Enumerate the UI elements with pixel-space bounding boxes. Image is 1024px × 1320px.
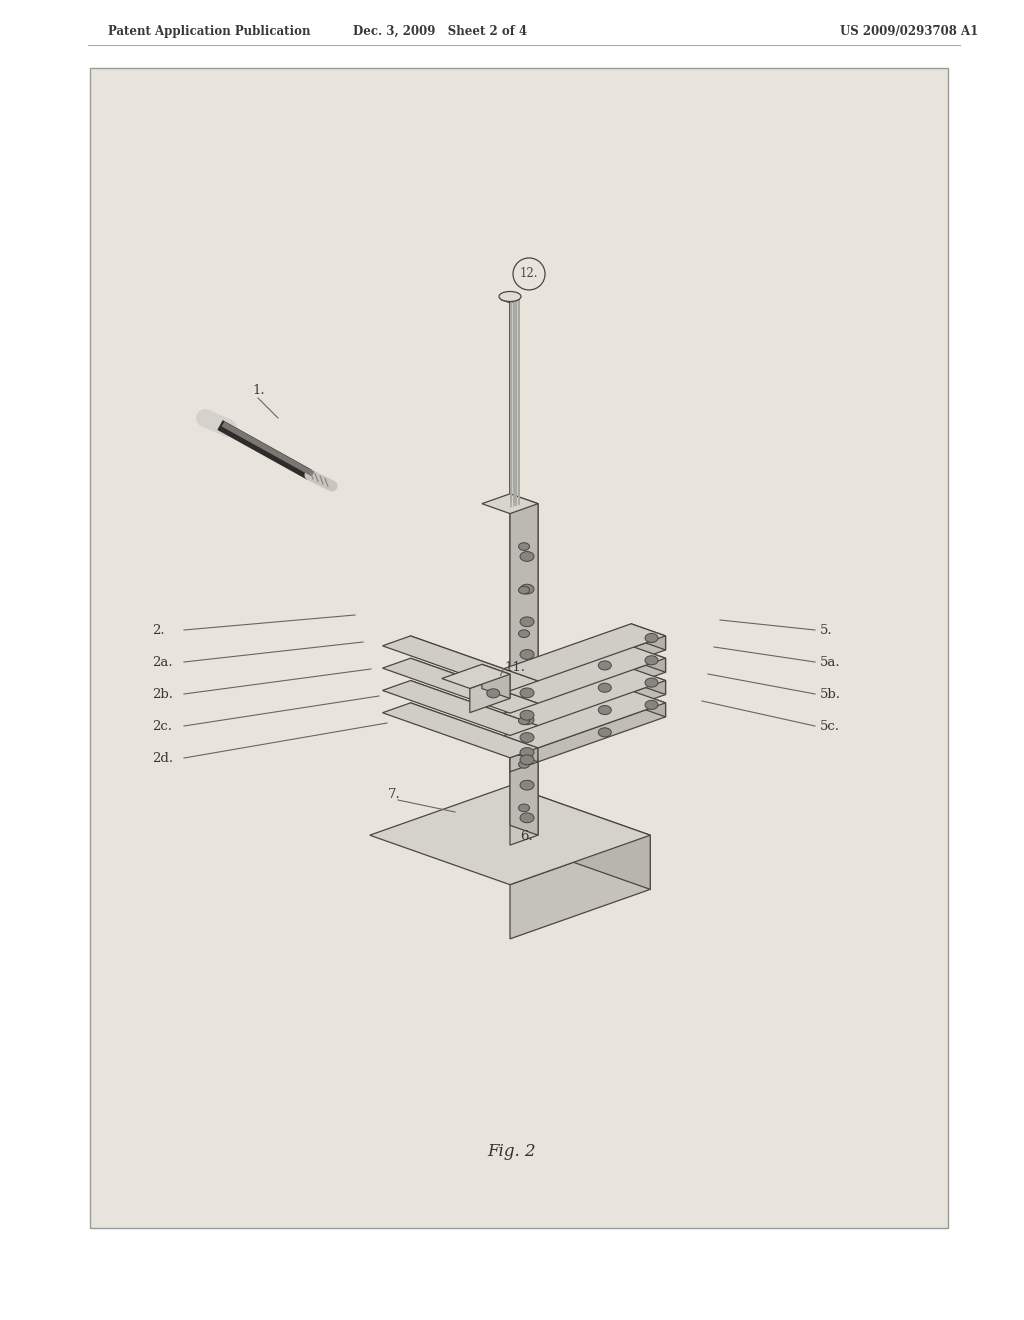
Text: Patent Application Publication: Patent Application Publication: [108, 25, 310, 38]
Text: US 2009/0293708 A1: US 2009/0293708 A1: [840, 25, 978, 38]
Polygon shape: [631, 668, 666, 694]
Text: Dec. 3, 2009   Sheet 2 of 4: Dec. 3, 2009 Sheet 2 of 4: [353, 25, 527, 38]
Polygon shape: [510, 494, 538, 836]
Ellipse shape: [520, 813, 535, 822]
Ellipse shape: [598, 705, 611, 714]
Polygon shape: [383, 636, 538, 690]
Ellipse shape: [598, 727, 611, 737]
Polygon shape: [470, 675, 510, 713]
Ellipse shape: [520, 682, 535, 692]
FancyBboxPatch shape: [90, 69, 948, 1228]
Polygon shape: [411, 702, 538, 762]
Ellipse shape: [518, 760, 529, 768]
Ellipse shape: [520, 747, 535, 758]
Polygon shape: [510, 300, 519, 507]
Ellipse shape: [645, 678, 658, 688]
Polygon shape: [383, 702, 538, 758]
Text: 2d.: 2d.: [152, 751, 173, 764]
Polygon shape: [538, 659, 666, 717]
Polygon shape: [370, 785, 650, 884]
Polygon shape: [538, 681, 666, 739]
Ellipse shape: [520, 733, 535, 742]
Polygon shape: [510, 748, 538, 772]
Polygon shape: [383, 659, 538, 713]
Polygon shape: [538, 636, 666, 694]
Ellipse shape: [518, 543, 529, 550]
Polygon shape: [510, 297, 519, 504]
Text: 6.: 6.: [520, 830, 532, 843]
Ellipse shape: [520, 688, 535, 698]
Text: 2b.: 2b.: [152, 688, 173, 701]
Ellipse shape: [486, 689, 500, 698]
Text: 5a.: 5a.: [820, 656, 841, 668]
Polygon shape: [411, 659, 538, 717]
Ellipse shape: [520, 715, 535, 725]
Polygon shape: [631, 690, 666, 717]
Polygon shape: [631, 624, 666, 649]
Text: 1.: 1.: [252, 384, 264, 396]
Ellipse shape: [645, 656, 658, 665]
Text: 5.: 5.: [820, 623, 833, 636]
Polygon shape: [504, 645, 666, 704]
Text: 2a.: 2a.: [152, 656, 173, 668]
Polygon shape: [504, 624, 666, 681]
Ellipse shape: [518, 804, 529, 812]
Ellipse shape: [520, 780, 535, 791]
Polygon shape: [510, 785, 650, 890]
Ellipse shape: [520, 649, 535, 660]
Polygon shape: [510, 681, 538, 705]
Ellipse shape: [518, 586, 529, 594]
Ellipse shape: [520, 585, 535, 594]
Text: 7.: 7.: [388, 788, 400, 801]
Polygon shape: [482, 494, 538, 513]
Polygon shape: [538, 702, 666, 762]
Ellipse shape: [645, 634, 658, 643]
Ellipse shape: [645, 701, 658, 709]
Ellipse shape: [598, 684, 611, 692]
Ellipse shape: [520, 616, 535, 627]
Ellipse shape: [520, 755, 535, 764]
Polygon shape: [631, 645, 666, 672]
Polygon shape: [441, 664, 510, 689]
Polygon shape: [510, 704, 538, 727]
Polygon shape: [482, 664, 510, 698]
Polygon shape: [510, 836, 650, 939]
Polygon shape: [501, 297, 519, 302]
Ellipse shape: [598, 661, 611, 671]
Ellipse shape: [520, 552, 535, 561]
Polygon shape: [504, 668, 666, 726]
Polygon shape: [411, 681, 538, 739]
Text: 2.: 2.: [152, 623, 165, 636]
Text: 11.: 11.: [505, 661, 525, 675]
Polygon shape: [510, 726, 538, 750]
Polygon shape: [504, 690, 666, 748]
Text: 12.: 12.: [520, 268, 539, 280]
Ellipse shape: [499, 292, 521, 301]
Text: Fig. 2: Fig. 2: [487, 1143, 537, 1160]
Ellipse shape: [518, 717, 529, 725]
Ellipse shape: [518, 630, 529, 638]
Ellipse shape: [518, 673, 529, 681]
Text: 5c.: 5c.: [820, 719, 840, 733]
Polygon shape: [383, 681, 538, 735]
Polygon shape: [411, 636, 538, 694]
Text: 2c.: 2c.: [152, 719, 172, 733]
Polygon shape: [510, 504, 538, 845]
Ellipse shape: [520, 710, 535, 721]
Text: 5b.: 5b.: [820, 688, 841, 701]
